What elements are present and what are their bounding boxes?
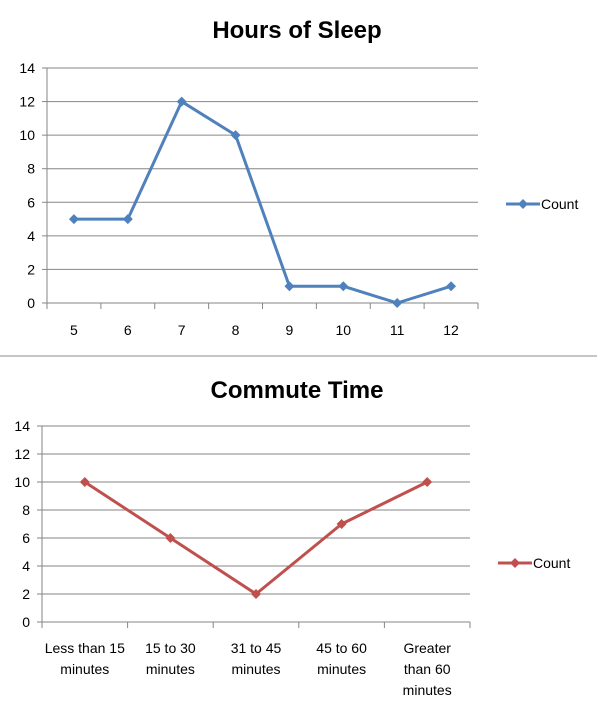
- sleep-data-point: [68, 214, 79, 225]
- commute-y-tick-label: 2: [22, 586, 30, 602]
- sleep-chart-legend: Count: [506, 196, 578, 212]
- commute-chart-x-axis: Less than 15 minutes 15 to 30 minutes 31 to …: [41, 622, 471, 698]
- commute-data-point: [336, 519, 347, 529]
- sleep-legend-label: Count: [541, 196, 578, 212]
- sleep-y-tick-label: 14: [19, 60, 35, 76]
- sleep-x-tick-label: 10: [336, 322, 352, 338]
- commute-chart: Commute Time 0 2 4 6 8 10 12 14 Less than 15 min…: [14, 377, 570, 698]
- sleep-x-tick-label: 11: [390, 322, 405, 338]
- commute-legend-marker: [510, 558, 520, 568]
- commute-x-tick-label: Greater than 60 minutes: [403, 640, 452, 698]
- commute-chart-title: Commute Time: [211, 377, 384, 404]
- commute-y-tick-label: 12: [14, 446, 30, 462]
- sleep-data-point: [446, 281, 457, 292]
- commute-legend-label: Count: [533, 555, 570, 571]
- sleep-chart-y-axis: 0 2 4 6 8 10 12 14: [19, 60, 48, 311]
- sleep-data-point: [392, 298, 403, 308]
- sleep-data-point: [284, 281, 295, 292]
- sleep-y-tick-label: 2: [27, 261, 35, 277]
- sleep-y-tick-label: 8: [27, 161, 35, 177]
- commute-y-tick-label: 6: [22, 530, 30, 546]
- sleep-legend-marker: [518, 199, 528, 209]
- sleep-chart: Hours of Sleep 0 2 4 6 8 10 12 14 5 6 7 8 9 10 11 12 C…: [19, 17, 578, 338]
- commute-y-tick-label: 14: [14, 418, 30, 434]
- sleep-data-point: [338, 281, 349, 292]
- commute-chart-legend: Count: [498, 555, 570, 571]
- commute-x-tick-label: Less than 15 minutes: [45, 640, 125, 677]
- sleep-series-line: [73, 100, 452, 305]
- sleep-y-tick-label: 6: [27, 194, 35, 210]
- commute-y-tick-label: 10: [14, 474, 30, 490]
- sleep-chart-series: [68, 96, 457, 308]
- sleep-y-tick-label: 12: [19, 94, 35, 110]
- sleep-data-point: [122, 214, 133, 225]
- commute-x-tick-label: 31 to 45 minutes: [231, 640, 282, 677]
- sleep-x-tick-label: 7: [178, 322, 186, 338]
- sleep-x-tick-label: 9: [286, 322, 294, 338]
- sleep-chart-x-axis: 5 6 7 8 9 10 11 12: [46, 303, 479, 338]
- sleep-y-tick-label: 0: [27, 295, 35, 311]
- sleep-data-point: [230, 130, 241, 141]
- commute-chart-gridlines: [42, 425, 470, 623]
- sleep-x-tick-label: 5: [70, 322, 78, 338]
- sleep-chart-title: Hours of Sleep: [212, 17, 381, 44]
- commute-x-tick-label: 15 to 30 minutes: [145, 640, 196, 677]
- commute-data-point: [422, 477, 433, 487]
- commute-y-tick-label: 4: [22, 558, 30, 574]
- commute-data-point: [165, 533, 176, 543]
- sleep-x-tick-label: 6: [124, 322, 132, 338]
- commute-x-tick-label: 45 to 60 minutes: [316, 640, 367, 677]
- sleep-y-tick-label: 10: [19, 127, 35, 143]
- commute-y-tick-label: 0: [22, 614, 30, 630]
- sleep-data-point: [176, 96, 187, 107]
- sleep-chart-gridlines: [47, 67, 478, 304]
- commute-data-point: [79, 477, 90, 487]
- sleep-x-tick-label: 12: [443, 322, 459, 338]
- sleep-x-tick-label: 8: [232, 322, 240, 338]
- commute-chart-series: [79, 477, 433, 599]
- commute-y-tick-label: 8: [22, 502, 30, 518]
- commute-data-point: [251, 589, 261, 599]
- sleep-y-tick-label: 4: [27, 228, 35, 244]
- commute-chart-y-axis: 0 2 4 6 8 10 12 14: [14, 418, 43, 630]
